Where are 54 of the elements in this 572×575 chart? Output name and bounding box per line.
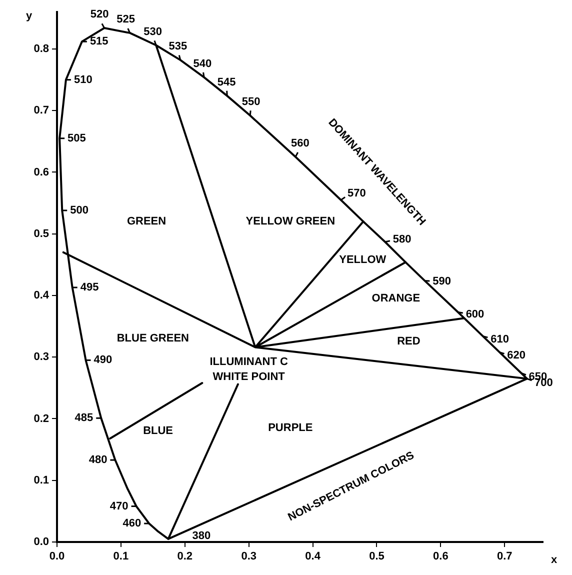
annotation: 545	[217, 76, 236, 88]
annotation: 470	[110, 500, 128, 512]
annotation: 590	[432, 275, 452, 288]
annotation: YELLOW GREEN	[246, 216, 336, 228]
annotation: RED	[397, 336, 420, 348]
annotation: ILLUMINANT C	[210, 356, 288, 368]
annotation: 505	[68, 132, 86, 144]
x-tick-label: 0.2	[177, 550, 193, 563]
annotation: 570	[348, 187, 366, 200]
annotation: WHITE POINT	[212, 370, 286, 383]
y-tick-label: 0.2	[34, 412, 49, 425]
annotation: 560	[290, 137, 310, 150]
annotation: 540	[193, 58, 212, 70]
y-tick-label: 0.4	[34, 290, 50, 302]
annotation: 520	[90, 8, 109, 21]
y-tick-label: 0.7	[34, 104, 49, 117]
x-tick-label: 0.3	[241, 550, 256, 563]
x-tick-label: 0.6	[433, 550, 448, 563]
y-axis-title: y	[26, 10, 33, 22]
annotation: 515	[90, 36, 108, 48]
annotation: ORANGE	[372, 292, 420, 305]
annotation: 525	[116, 13, 136, 26]
annotation: 550	[242, 96, 260, 108]
annotation: 620	[507, 350, 526, 362]
annotation: PURPLE	[268, 422, 313, 434]
annotation: 580	[392, 234, 412, 246]
y-tick-label: 0.3	[34, 351, 49, 364]
annotation: 500	[70, 204, 88, 216]
annotation: 510	[74, 74, 92, 86]
annotation: 460	[122, 518, 142, 530]
x-tick-label: 0.4	[305, 550, 322, 563]
x-tick-label: 0.0	[49, 550, 65, 563]
annotation: 485	[74, 412, 94, 424]
annotation: 600	[466, 308, 484, 320]
annotation: 530	[144, 26, 162, 38]
x-tick-label: 0.5	[369, 550, 384, 563]
y-tick-label: 0.1	[34, 474, 49, 486]
x-tick-label: 0.1	[113, 550, 129, 563]
x-axis-title: x	[551, 554, 558, 566]
annotation: 495	[80, 282, 99, 294]
y-tick-label: 0.8	[34, 43, 49, 56]
annotation: 480	[88, 454, 108, 466]
annotation: 380	[192, 530, 211, 542]
annotation: 490	[94, 354, 112, 366]
annotation: 610	[490, 333, 509, 346]
y-tick-label: 0.5	[34, 228, 49, 240]
annotation: BLUE	[143, 425, 174, 438]
annotation: GREEN	[126, 216, 166, 228]
annotation: 535	[168, 40, 188, 53]
x-tick-label: 0.7	[496, 550, 512, 563]
annotation: BLUE GREEN	[116, 332, 190, 345]
y-tick-label: 0.6	[34, 166, 49, 178]
annotation: YELLOW	[339, 254, 387, 266]
y-tick-label: 0.0	[34, 536, 49, 548]
